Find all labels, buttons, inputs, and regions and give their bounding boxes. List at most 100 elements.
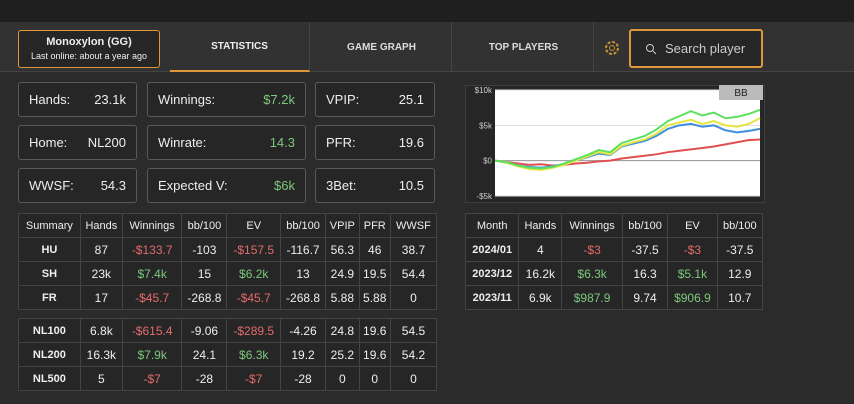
table-cell: 0: [358, 366, 391, 391]
table-cell: 6.9k: [518, 285, 563, 310]
stat-label: WWSF:: [29, 178, 74, 193]
table-cell: 87: [79, 237, 123, 262]
table-cell: -$45.7: [226, 285, 282, 310]
table-cell: -37.5: [621, 237, 669, 262]
profile-box[interactable]: Monoxylon (GG) Last online: about a year…: [18, 30, 160, 68]
stat-value: 54.3: [100, 178, 126, 193]
table-cell: -$7: [226, 366, 282, 391]
table-cell: 24.9: [325, 261, 360, 286]
table-cell: -$615.4: [121, 318, 183, 343]
stat-box: 3Bet: 10.5: [315, 168, 435, 203]
table-cell: FR: [18, 285, 81, 310]
badge-bg: [719, 85, 763, 100]
table-cell: 2024/01: [464, 237, 520, 262]
table-cell: 16.3: [621, 261, 669, 286]
table-cell: -$289.5: [226, 318, 282, 343]
stat-value: $7.2k: [263, 92, 295, 107]
column-header: bb/100: [621, 213, 669, 238]
stat-value: 25.1: [398, 92, 424, 107]
table-cell: $5.1k: [667, 261, 718, 286]
player-name: Monoxylon (GG): [46, 36, 132, 48]
stat-label: Home:: [29, 135, 68, 150]
table-row: NL200 16.3k $7.9k 24.1 $6.3k 19.2 25.2 19.6 54.2: [18, 342, 438, 367]
stat-value: 23.1k: [94, 92, 126, 107]
stat-label: Hands:: [29, 92, 71, 107]
plot-bg: [495, 90, 760, 196]
last-online: Last online: about a year ago: [30, 51, 148, 61]
table-cell: 19.6: [358, 342, 391, 367]
header-row: Summary Hands Winnings bb/100 EV bb/100 VPIP PF…: [18, 213, 438, 238]
month-table: Month Hands Winnings bb/100 EV bb/100 2024/01 4…: [464, 213, 764, 310]
table-row: SH 23k $7.4k 15 $6.2k 13 24.9 19.5 54.4: [18, 261, 438, 286]
table-cell: 56.3: [325, 237, 360, 262]
table-cell: $987.9: [561, 285, 623, 310]
stat-label: Winrate:: [158, 135, 207, 150]
table-cell: SH: [18, 261, 81, 286]
stat-box: Winnings: $7.2k: [147, 82, 306, 117]
stat-value: NL200: [87, 135, 126, 150]
table-cell: 0: [389, 285, 438, 310]
column-header: bb/100: [181, 213, 228, 238]
search-icon: [646, 43, 657, 54]
table-row: NL500 5 -$7 -28 -$7 -28 0 0 0: [18, 366, 438, 391]
graph-line: [494, 108, 761, 170]
stat-box: Home: NL200: [18, 125, 137, 160]
stat-box: PFR: 19.6: [315, 125, 435, 160]
table-cell: 19.5: [358, 261, 391, 286]
table-cell: 2023/12: [464, 261, 520, 286]
table-cell: -37.5: [716, 237, 764, 262]
column-header: Winnings: [121, 213, 183, 238]
stat-label: 3Bet:: [326, 178, 357, 193]
table-cell: 46: [358, 237, 391, 262]
column-header: Summary: [18, 213, 81, 238]
badge: BB: [734, 88, 748, 99]
table-cell: NL200: [18, 342, 81, 367]
table-cell: $6.3k: [226, 342, 282, 367]
column-header: Hands: [518, 213, 563, 238]
table-cell: 4: [518, 237, 563, 262]
stat-value: 14.3: [269, 135, 295, 150]
table-cell: 54.5: [389, 318, 438, 343]
search-box[interactable]: Search player: [629, 29, 763, 68]
table-cell: -$133.7: [121, 237, 183, 262]
table-cell: 23k: [79, 261, 123, 286]
graph: $10k $5k $0 -$5k BB: [465, 85, 765, 203]
table-cell: 38.7: [389, 237, 438, 262]
table-cell: 9.74: [621, 285, 669, 310]
column-header: PFR: [358, 213, 391, 238]
table-cell: -$157.5: [226, 237, 282, 262]
column-header: EV: [667, 213, 718, 238]
table-cell: $6.2k: [226, 261, 282, 286]
column-header: VPIP: [325, 213, 360, 238]
tab[interactable]: TOP PLAYERS: [454, 22, 594, 72]
graph-line: [494, 138, 761, 167]
spacer-cell: [18, 309, 437, 319]
stat-box: Winrate: 14.3: [147, 125, 306, 160]
stat-box: VPIP: 25.1: [315, 82, 435, 117]
tab[interactable]: GAME GRAPH: [312, 22, 452, 72]
table-row: HU 87 -$133.7 -103 -$157.5 -116.7 56.3 46 38.7: [18, 237, 438, 262]
settings-icon[interactable]: [603, 39, 621, 57]
table-row: 2024/01 4 -$3 -37.5 -$3 -37.5: [464, 237, 764, 262]
table-cell: 10.7: [716, 285, 764, 310]
y-tick-label: $0: [483, 157, 492, 166]
table-row: 2023/12 16.2k $6.3k 16.3 $5.1k 12.9: [464, 261, 764, 286]
table-cell: 16.2k: [518, 261, 563, 286]
tab[interactable]: STATISTICS: [170, 22, 310, 72]
y-tick-label: $10k: [475, 86, 493, 95]
table-cell: 19.2: [280, 342, 327, 367]
table-cell: -$45.7: [121, 285, 183, 310]
table-cell: 5.88: [358, 285, 391, 310]
summary-table: Summary Hands Winnings bb/100 EV bb/100 VPIP PF…: [18, 213, 438, 391]
table-cell: -$7: [121, 366, 183, 391]
table-cell: $6.3k: [561, 261, 623, 286]
table-cell: 25.2: [325, 342, 360, 367]
table-cell: -$3: [561, 237, 623, 262]
y-tick-label: -$5k: [476, 192, 493, 201]
stat-label: Winnings:: [158, 92, 216, 107]
table-cell: 0: [389, 366, 438, 391]
table-cell: $7.4k: [121, 261, 183, 286]
column-header: bb/100: [280, 213, 327, 238]
y-tick-label: $5k: [479, 121, 493, 130]
column-header: Month: [464, 213, 520, 238]
